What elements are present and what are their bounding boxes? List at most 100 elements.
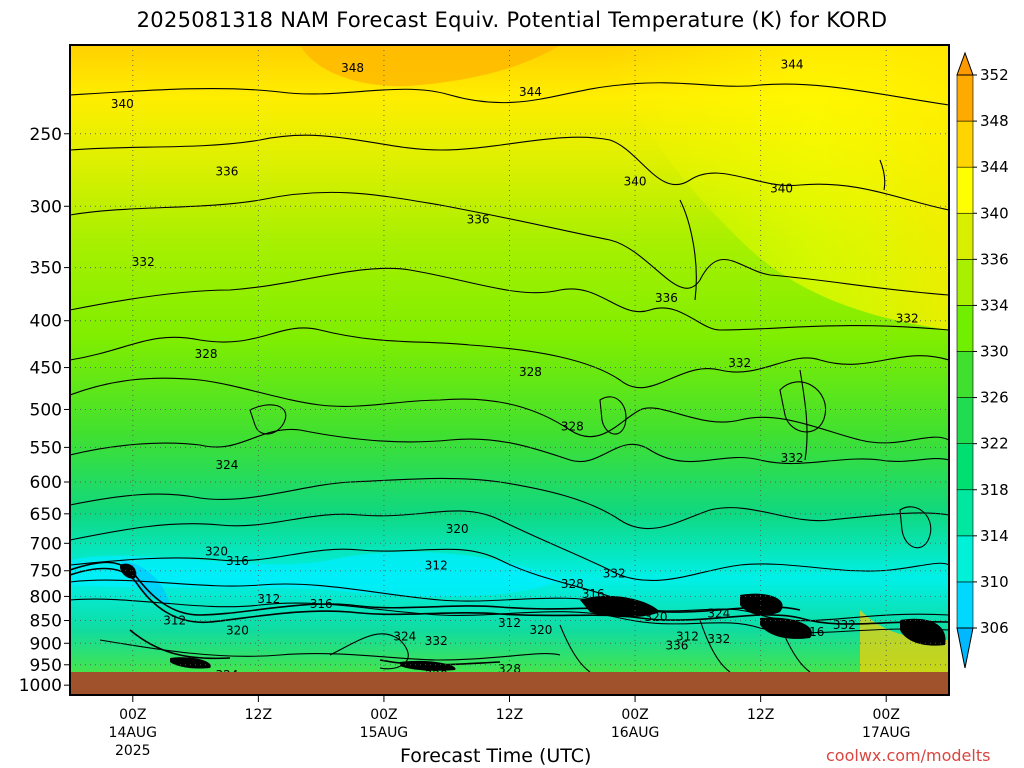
x-tick-date: 17AUG (862, 725, 911, 741)
chart-title: 2025081318 NAM Forecast Equiv. Potential… (136, 8, 888, 32)
contour-label: 344 (519, 85, 542, 99)
x-tick-label: 00Z (119, 707, 146, 723)
contour-label: 320 (529, 623, 552, 637)
y-tick-label: 950 (30, 656, 62, 676)
x-tick-label: 00Z (621, 707, 648, 723)
contour-label: 320 (226, 624, 249, 638)
max-theta-e-blob (300, 45, 560, 87)
contour-label: 336 (467, 212, 490, 226)
contour-label: 312 (163, 614, 186, 628)
colorbar-label: 318 (980, 481, 1009, 499)
y-tick-label: 650 (30, 505, 62, 525)
contour-label: 340 (770, 182, 793, 196)
contour-label: 328 (781, 620, 804, 634)
contour-label: 332 (781, 451, 804, 465)
x-tick-label: 12Z (496, 707, 523, 723)
y-tick-label: 400 (30, 312, 62, 332)
colorbar-label: 322 (980, 435, 1009, 453)
colorbar-label: 314 (980, 527, 1009, 545)
contour-label: 336 (655, 291, 678, 305)
y-tick-label: 900 (30, 634, 62, 654)
contour-label: 316 (802, 625, 825, 639)
contour-label: 348 (341, 61, 364, 75)
colorbar-swatch (956, 443, 974, 491)
contour-label: 320 (205, 545, 228, 559)
contour-label: 332 (728, 356, 751, 370)
warm-boundary-pocket (860, 610, 949, 672)
cool-layer (70, 551, 560, 597)
x-tick-year: 2025 (115, 743, 151, 759)
contour-label: 328 (519, 365, 542, 379)
plot-area: 348 344 344 340 340 340 336 336 336 332 332 332 332 3… (70, 45, 949, 695)
colorbar-swatch (956, 212, 974, 260)
contour-label: 312 (498, 616, 521, 630)
x-tick-label: 12Z (245, 707, 272, 723)
colorbar-label: 330 (980, 343, 1009, 361)
colorbar-label: 326 (980, 389, 1009, 407)
x-axis-title: Forecast Time (UTC) (400, 745, 592, 767)
credit-link[interactable]: coolwx.com/modelts (826, 746, 991, 765)
y-tick-label: 450 (30, 359, 62, 379)
contour-label: 312 (425, 558, 448, 572)
colorbar-label: 306 (980, 619, 1009, 637)
colorbar-swatch (956, 397, 974, 444)
contour-label: 340 (111, 97, 134, 111)
y-tick-label: 700 (30, 534, 62, 554)
colorbar-label: 344 (980, 158, 1009, 176)
x-tick-date: 15AUG (360, 725, 409, 741)
y-tick-label: 300 (30, 197, 62, 217)
y-tick-label: 500 (30, 400, 62, 420)
contour-label: 332 (707, 632, 730, 646)
y-axis: 2503003504004505005506006507007508008509… (19, 125, 70, 696)
colorbar-label: 352 (980, 66, 1009, 84)
contour-label: 316 (226, 554, 249, 568)
colorbar-swatch (956, 489, 974, 537)
colorbar-label: 310 (980, 573, 1009, 591)
contour-label: 340 (624, 175, 647, 189)
colorbar-label: 348 (980, 112, 1009, 130)
colorbar: 306 310 314 318 322 326 330 334 336 340 344 348 352 (956, 51, 1009, 669)
contour-label: 312 (257, 592, 280, 606)
contour-label: 328 (561, 420, 584, 434)
contour-label: 312 (676, 630, 699, 644)
x-tick-label: 00Z (370, 707, 397, 723)
colorbar-min-arrow (956, 627, 974, 669)
colorbar-swatch (956, 351, 974, 398)
contour-label: 320 (645, 610, 668, 624)
y-tick-label: 1000 (19, 676, 62, 696)
contour-label: 320 (446, 522, 469, 536)
contour-label: 316 (582, 587, 605, 601)
contour-label: 328 (195, 347, 218, 361)
y-tick-label: 350 (30, 259, 62, 279)
y-tick-label: 750 (30, 562, 62, 582)
colorbar-label: 336 (980, 250, 1009, 268)
y-tick-label: 850 (30, 612, 62, 632)
colorbar-swatch (956, 535, 974, 583)
contour-lines (70, 82, 949, 673)
contour-label: 332 (425, 634, 448, 648)
contour-label: 324 (216, 458, 239, 472)
contour-label: 336 (665, 638, 688, 652)
colorbar-label: 340 (980, 204, 1009, 222)
y-tick-label: 600 (30, 473, 62, 493)
colorbar-label: 334 (980, 296, 1009, 314)
colorbar-swatch (956, 259, 974, 306)
colorbar-swatch (956, 305, 974, 352)
colorbar-swatch (956, 581, 974, 629)
contour-label: 332 (132, 255, 155, 269)
colorbar-swatch (956, 120, 974, 168)
warm-upper-region (600, 45, 949, 330)
colorbar-swatch (956, 74, 974, 122)
contour-label: 344 (781, 57, 804, 71)
dense-gradient-zones (120, 563, 946, 671)
x-tick-date: 16AUG (611, 725, 660, 741)
y-tick-label: 800 (30, 587, 62, 607)
contour-label: 324 (393, 630, 416, 644)
x-axis: 00Z 14AUG 2025 12Z 00Z 15AUG 12Z 00Z 16AUG 12Z 00Z… (109, 695, 911, 759)
x-tick-date: 14AUG (109, 725, 158, 741)
contour-label: 316 (310, 597, 333, 611)
ground-surface (70, 672, 949, 696)
colorbar-swatch (956, 166, 974, 214)
x-tick-label: 00Z (873, 707, 900, 723)
